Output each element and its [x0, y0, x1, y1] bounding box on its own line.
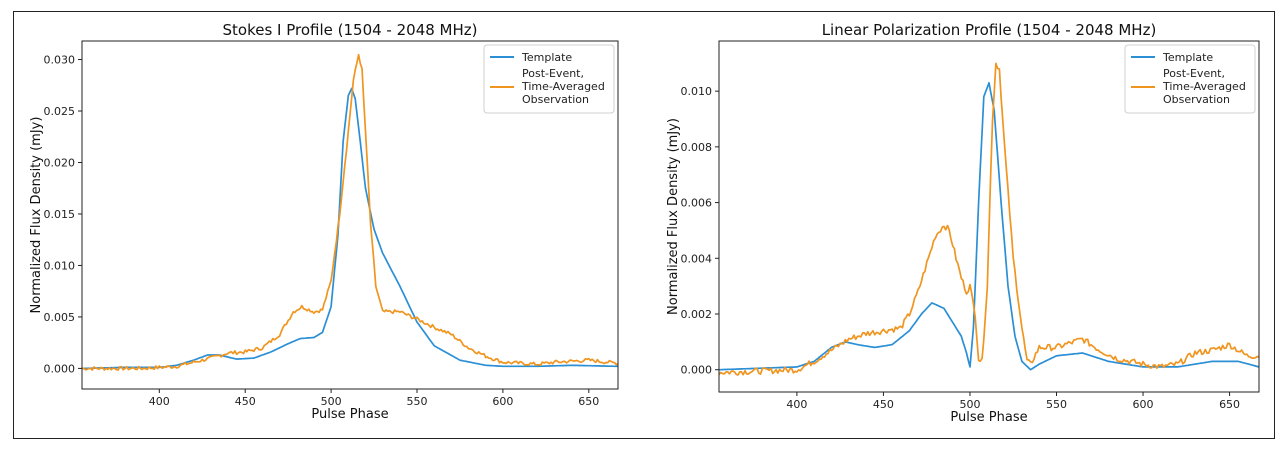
figure-frame: [13, 11, 1275, 439]
chart-title: Linear Polarization Profile (1504 - 2048…: [822, 21, 1157, 39]
legend-box: [1124, 44, 1256, 114]
legend-label-template: Template: [1162, 51, 1213, 64]
x-tick-label: 600: [492, 395, 513, 408]
x-tick-label: 450: [873, 398, 894, 411]
y-tick-label: 0.000: [44, 362, 76, 375]
legend-label-observation: Post-Event, Time-Averaged Observation: [521, 67, 605, 106]
x-tick-label: 500: [321, 395, 342, 408]
legend: Template Post-Event, Time-Averaged Observat…: [483, 44, 615, 114]
x-tick-label: 650: [1219, 398, 1240, 411]
y-tick-label: 0.000: [681, 364, 713, 377]
y-tick-label: 0.002: [681, 308, 713, 321]
legend-label-template: Template: [521, 51, 572, 64]
series-line-observation: [719, 62, 1259, 376]
series-line-template: [82, 87, 618, 370]
legend: Template Post-Event, Time-Averaged Observat…: [1124, 44, 1256, 114]
chart-1: 400 450 500 550 600 650 0.000 0.005 0.010 0.015 0.…: [29, 21, 619, 422]
y-tick-label: 0.020: [44, 156, 76, 169]
y-tick-label: 0.010: [44, 259, 76, 272]
x-tick-label: 650: [578, 395, 599, 408]
x-tick-label: 550: [1046, 398, 1067, 411]
x-tick-label: 600: [1133, 398, 1154, 411]
x-tick-label: 400: [786, 398, 807, 411]
chart-title: Stokes I Profile (1504 - 2048 MHz): [222, 21, 477, 39]
y-tick-label: 0.010: [681, 85, 713, 98]
x-tick-label: 450: [235, 395, 256, 408]
legend-box: [483, 44, 615, 114]
legend-label-observation: Post-Event, Time-Averaged Observation: [1162, 67, 1246, 106]
series-line-observation: [82, 53, 618, 371]
x-tick-label: 400: [149, 395, 170, 408]
x-tick-label: 550: [407, 395, 428, 408]
y-tick-label: 0.005: [44, 311, 76, 324]
y-tick-label: 0.015: [44, 208, 76, 221]
x-tick-label: 500: [959, 398, 980, 411]
chart-2: 400 450 500 550 600 650 0.000 0.002 0.004 0.006 0.…: [666, 21, 1260, 425]
y-tick-label: 0.006: [681, 197, 713, 210]
x-axis-label: Pulse Phase: [950, 410, 1027, 425]
y-tick-label: 0.008: [681, 141, 713, 154]
x-axis-label: Pulse Phase: [311, 407, 388, 422]
y-axis-label: Normalized Flux Density (mJy): [29, 117, 44, 314]
y-axis-label: Normalized Flux Density (mJy): [666, 118, 681, 315]
y-tick-label: 0.004: [681, 252, 713, 265]
axes-frame: [718, 40, 1260, 393]
y-tick-label: 0.030: [44, 54, 76, 67]
y-tick-label: 0.025: [44, 105, 76, 118]
axes-frame: [81, 40, 619, 390]
